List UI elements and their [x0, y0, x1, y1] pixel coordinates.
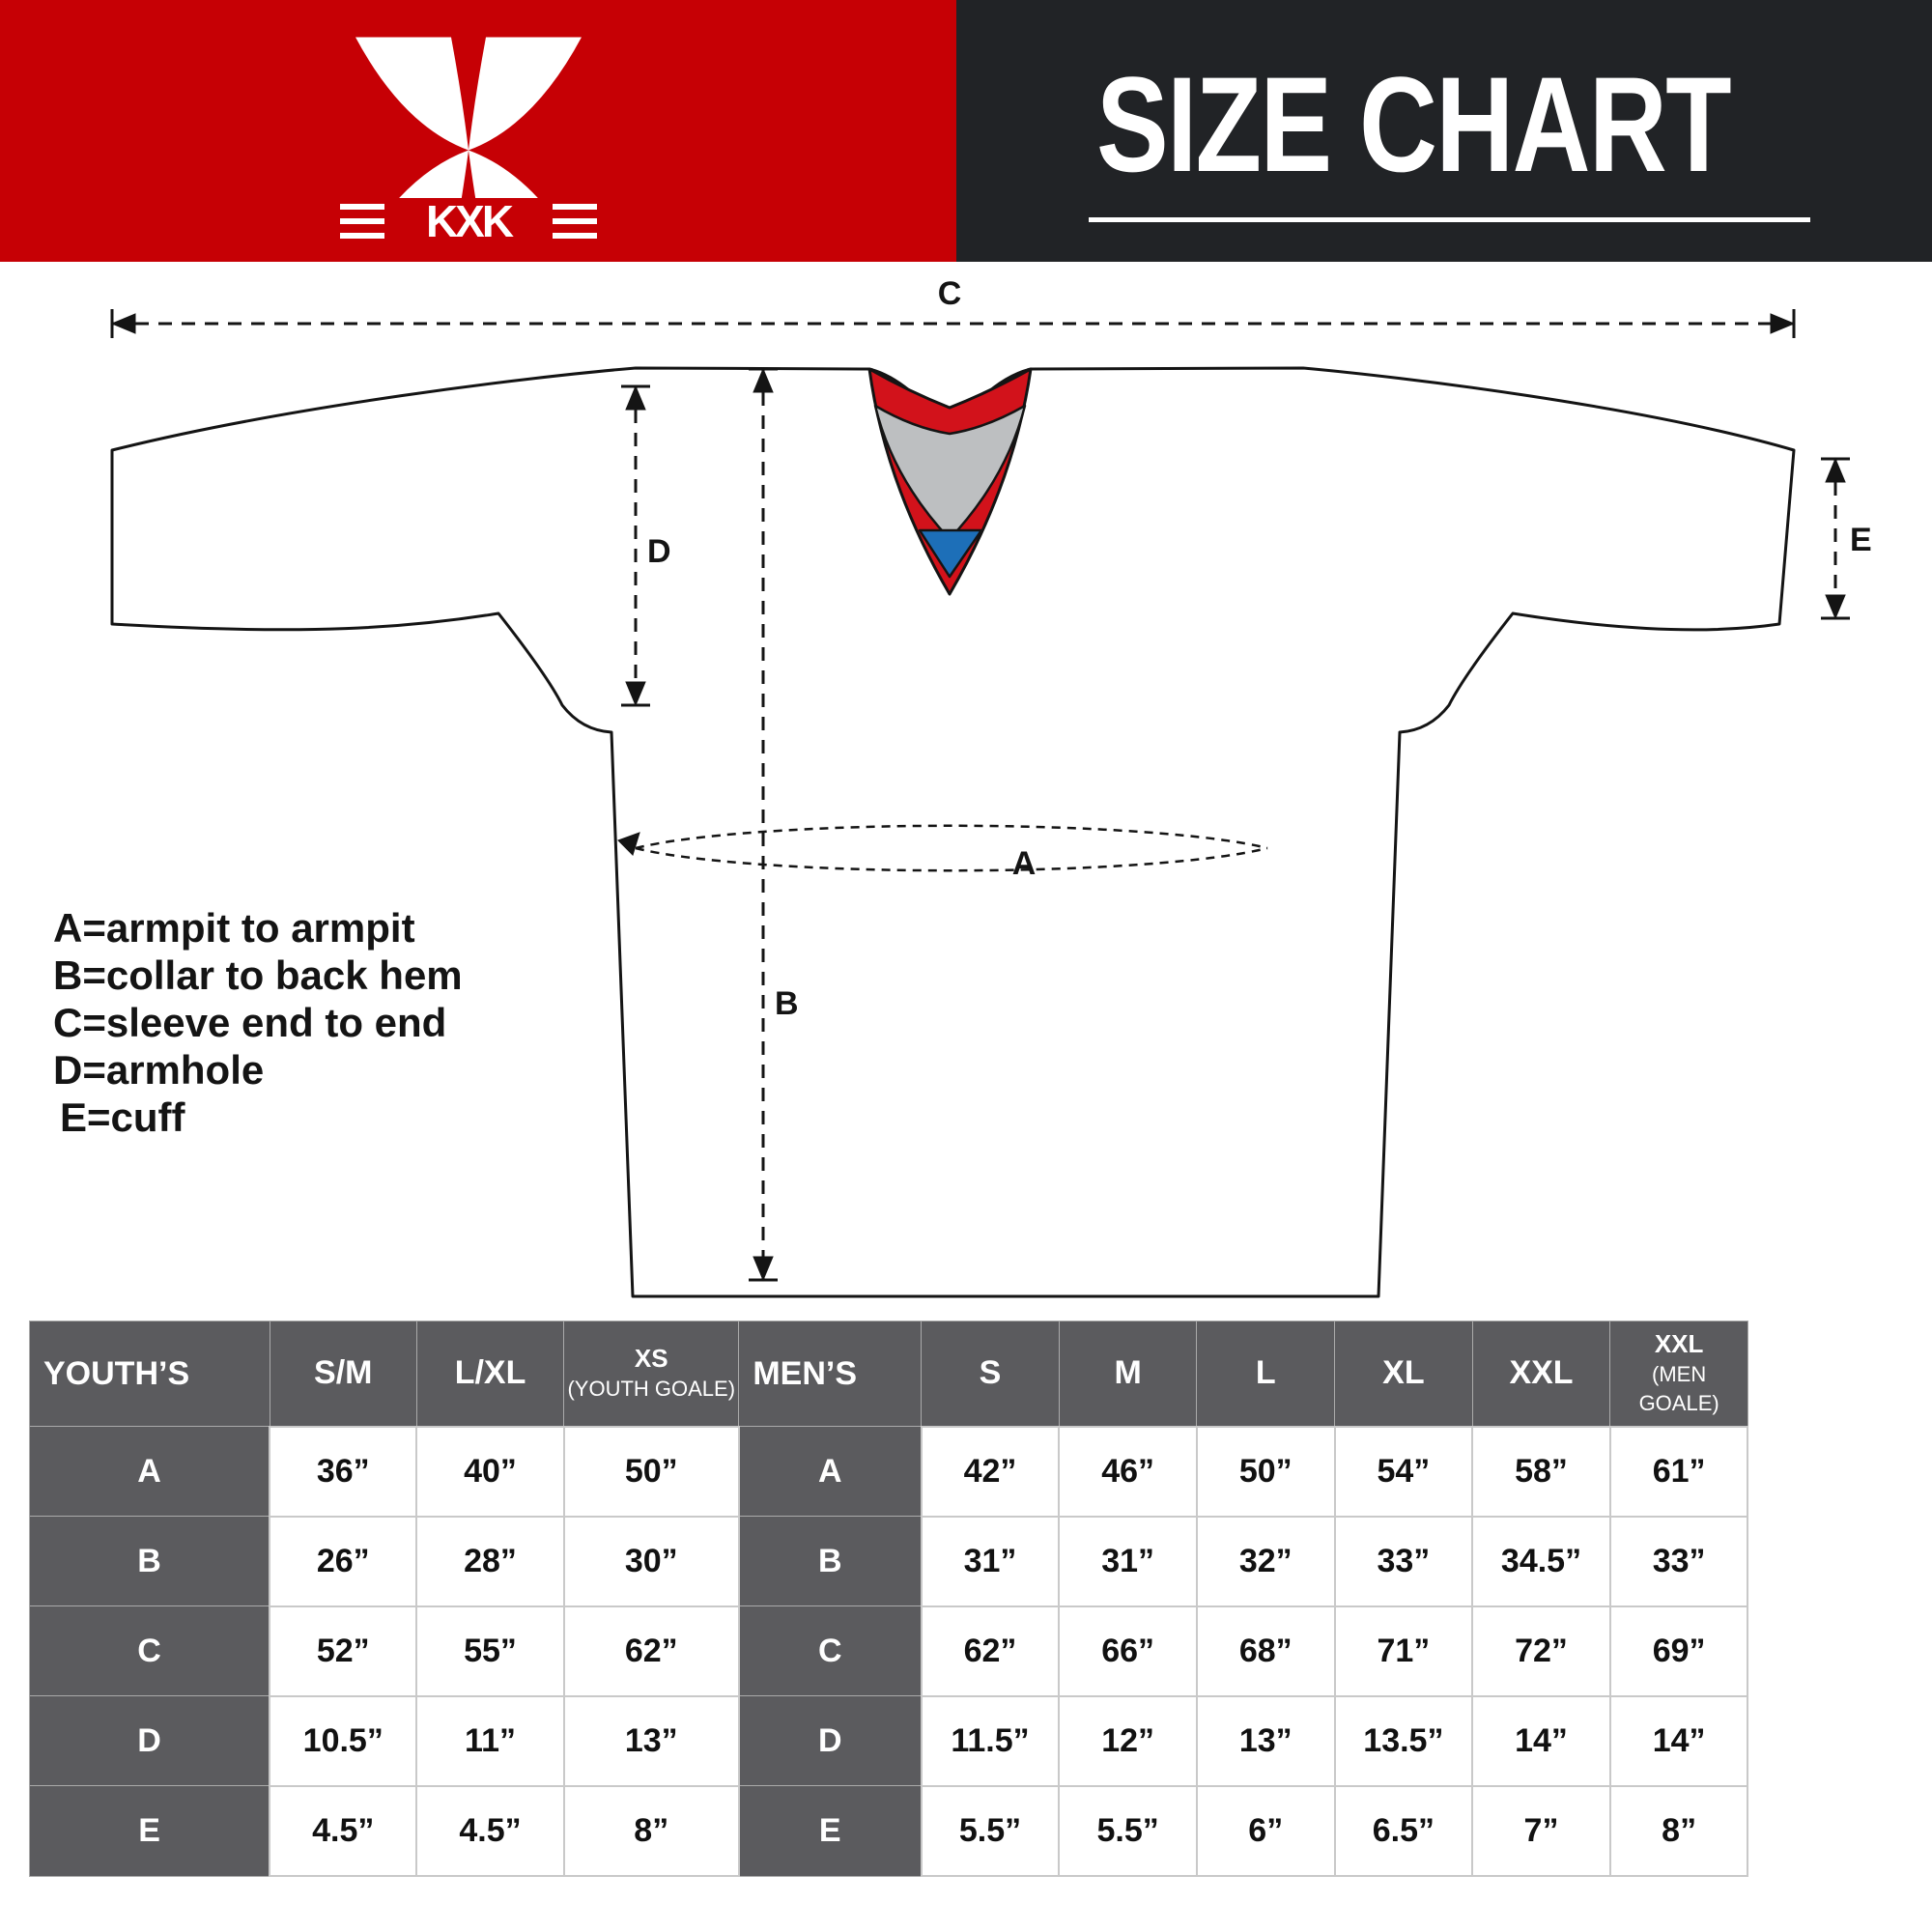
- svg-text:D=armhole: D=armhole: [53, 1047, 264, 1093]
- svg-text:E=cuff: E=cuff: [60, 1094, 186, 1140]
- svg-text:C: C: [938, 275, 962, 312]
- svg-text:D: D: [647, 533, 671, 570]
- svg-text:A=armpit to armpit: A=armpit to armpit: [53, 905, 415, 951]
- svg-text:B: B: [775, 985, 799, 1022]
- svg-text:A: A: [1012, 845, 1037, 882]
- svg-text:E: E: [1850, 522, 1872, 558]
- svg-text:B=collar to back hem: B=collar to back hem: [53, 952, 463, 998]
- svg-text:C=sleeve end to end: C=sleeve end to end: [53, 1000, 446, 1045]
